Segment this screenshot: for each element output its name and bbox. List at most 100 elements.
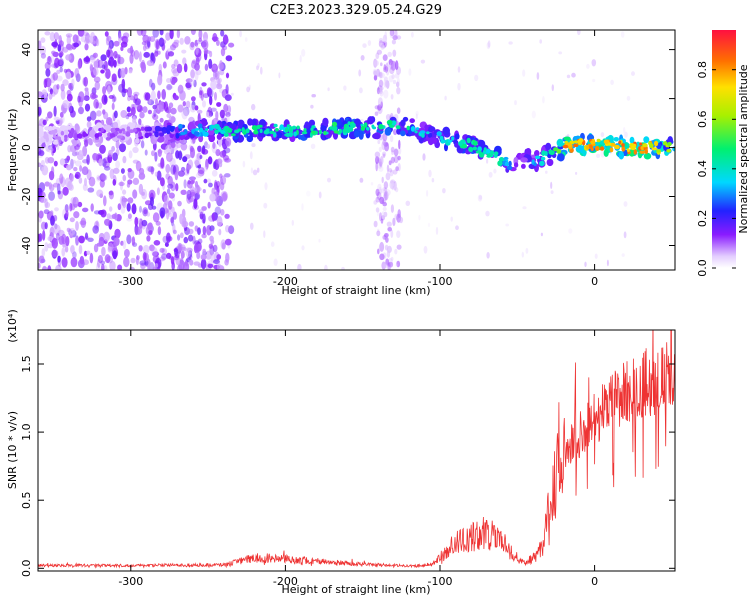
track-blob [546,158,554,167]
noise-blob [631,71,635,76]
snr-series-line [38,330,675,569]
track-blob [520,157,528,163]
noise-blob [197,145,202,152]
noise-blob [397,209,401,219]
noise-blob [385,62,389,72]
noise-blob [47,55,51,63]
y-tick-label: 20 [20,92,33,106]
noise-blob [153,109,157,117]
noise-blob [193,79,197,88]
noise-blob [624,131,628,138]
noise-blob [78,106,84,115]
noise-blob [190,179,195,185]
noise-blob [132,146,139,154]
noise-blob [195,244,200,253]
noise-blob [384,142,390,152]
noise-blob [47,235,53,242]
noise-blob [83,95,90,101]
noise-blob [620,31,625,38]
noise-blob [594,253,598,259]
noise-blob [341,266,345,270]
track-blob [329,126,333,130]
noise-blob [139,205,142,213]
track-blob [50,130,57,135]
noise-blob [42,266,48,270]
noise-blob [173,39,180,45]
track-blob [247,118,253,126]
noise-blob [149,244,155,252]
noise-blob [136,255,141,261]
noise-blob [111,73,117,82]
noise-blob [373,220,378,228]
track-blob [613,137,619,142]
snr-y-scale-label: (x10⁴) [6,309,19,343]
track-blob [259,128,263,134]
colorbar-tick-label: 0.6 [696,111,709,129]
track-blob [372,133,380,140]
noise-blob [182,57,187,65]
noise-blob [166,152,173,163]
track-blob [333,130,340,134]
noise-blob [219,109,225,119]
track-blob [603,139,610,145]
track-blob [472,140,478,146]
track-blob [426,131,430,135]
noise-blob [69,202,73,212]
noise-blob [577,30,581,36]
noise-blob [109,206,113,212]
noise-blob [71,78,75,87]
noise-blob [146,235,151,242]
noise-blob [44,222,48,230]
noise-blob [143,92,149,101]
noise-blob [377,104,382,111]
noise-blob [455,225,459,230]
noise-blob [218,228,222,236]
track-blob [358,131,364,140]
noise-blob [154,171,158,177]
noise-blob [165,163,171,174]
noise-blob [395,187,399,193]
noise-blob [374,111,379,116]
track-blob [562,144,569,149]
y-tick-label: 1.0 [20,423,33,441]
noise-blob [220,41,226,48]
noise-blob [79,255,85,265]
noise-blob [311,94,317,98]
noise-blob [62,79,69,86]
noise-blob [391,182,395,187]
noise-blob [390,229,394,238]
noise-blob [96,242,102,247]
noise-blob [375,68,381,77]
noise-blob [263,230,266,238]
noise-blob [310,143,316,149]
noise-blob [104,31,109,37]
noise-blob [376,49,382,55]
noise-blob [358,69,362,77]
noise-blob [118,33,122,44]
noise-blob [84,177,87,187]
noise-blob [223,37,229,44]
noise-blob [159,30,164,36]
track-blob [400,130,406,137]
noise-blob [166,78,172,83]
noise-blob [206,111,210,118]
noise-blob [96,174,101,182]
colorbar-tick-label: 0.4 [696,160,709,178]
noise-blob [111,213,117,219]
noise-blob [122,189,127,195]
noise-blob [396,244,402,250]
track-blob [52,140,59,145]
track-blob [70,127,75,134]
track-blob [215,124,220,130]
noise-blob [213,259,220,265]
noise-blob [152,104,157,110]
noise-blob [142,106,148,113]
track-blob [367,116,374,125]
noise-blob [212,141,216,149]
noise-blob [98,158,103,167]
noise-blob [47,111,53,119]
noise-blob [177,264,183,270]
track-blob [76,133,83,139]
noise-blob [376,191,382,200]
noise-blob [185,82,192,89]
